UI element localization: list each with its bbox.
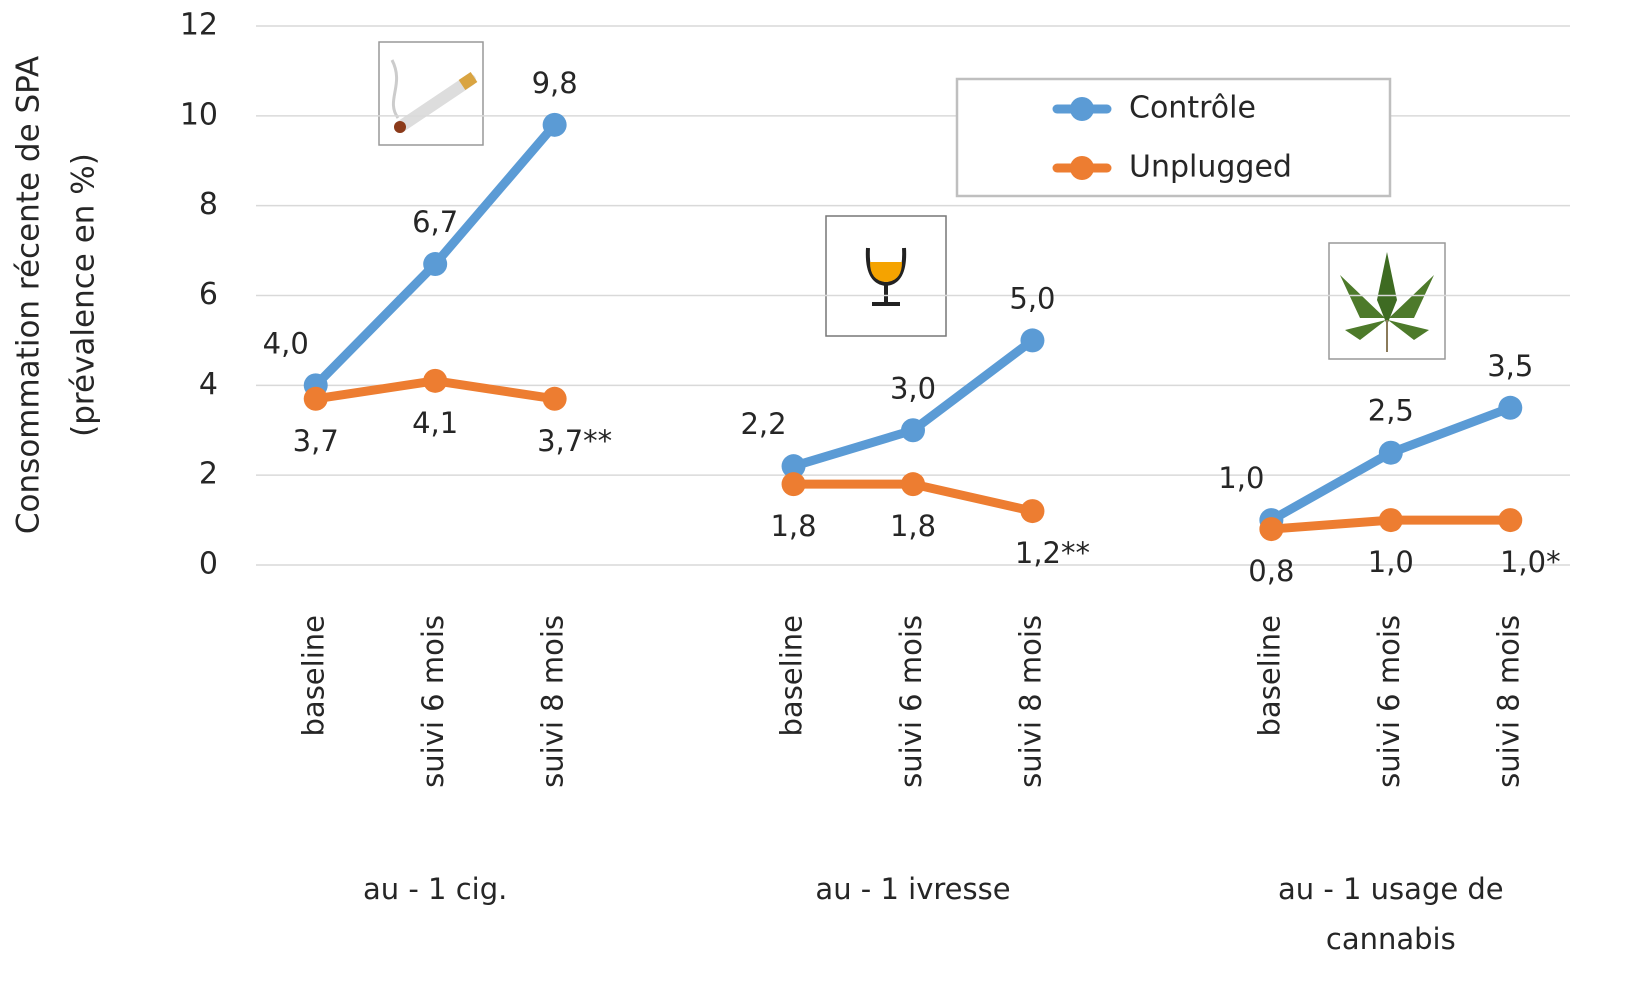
y-tick-label: 10 xyxy=(180,97,218,132)
y-tick-label: 12 xyxy=(180,8,218,43)
x-tick-label: suivi 6 mois xyxy=(894,615,928,788)
point-marker xyxy=(542,112,567,137)
point-marker xyxy=(423,252,448,277)
legend-label: Unplugged xyxy=(1129,150,1292,185)
x-tick-label: baseline xyxy=(1252,615,1286,736)
x-tick-label: suivi 8 mois xyxy=(536,615,570,788)
group-label: au - 1 ivresse xyxy=(815,872,1011,906)
data-label: 3,7 xyxy=(293,424,339,458)
point-marker xyxy=(542,386,567,411)
point-marker xyxy=(901,418,925,443)
data-label: 1,2** xyxy=(1015,536,1090,570)
point-marker xyxy=(423,368,448,393)
point-marker xyxy=(303,386,328,411)
point-marker xyxy=(781,454,806,479)
x-tick-label: suivi 8 mois xyxy=(1013,615,1047,788)
data-label: 4,1 xyxy=(412,406,458,440)
data-label: 3,5 xyxy=(1487,349,1533,383)
cigarette-icon xyxy=(378,41,484,146)
point-marker xyxy=(1498,395,1523,420)
cannabis-icon xyxy=(1328,242,1446,360)
point-marker xyxy=(1259,517,1284,542)
glass-icon xyxy=(825,215,947,337)
y-tick-label: 8 xyxy=(199,187,218,222)
point-marker xyxy=(1378,508,1403,533)
data-label: 6,7 xyxy=(412,205,458,239)
y-tick-label: 6 xyxy=(199,277,218,312)
legend-label: Contrôle xyxy=(1129,91,1256,126)
data-label: 1,8 xyxy=(890,509,936,543)
point-marker xyxy=(781,472,806,497)
legend-marker xyxy=(1070,97,1094,121)
data-label: 9,8 xyxy=(532,66,578,100)
y-tick-label: 0 xyxy=(199,547,218,582)
y-axis-title: Consommation récente de SPA xyxy=(11,56,47,534)
data-label: 2,5 xyxy=(1368,394,1414,428)
y-tick-label: 2 xyxy=(199,457,218,492)
data-label: 5,0 xyxy=(1009,281,1055,315)
point-marker xyxy=(901,472,925,497)
point-marker xyxy=(1498,508,1523,533)
x-tick-label: suivi 8 mois xyxy=(1491,615,1525,788)
data-label: 4,0 xyxy=(263,326,309,360)
y-tick-label: 4 xyxy=(199,367,218,402)
point-marker xyxy=(1378,440,1403,465)
data-label: 2,2 xyxy=(740,407,786,441)
data-label: 0,8 xyxy=(1248,554,1294,588)
x-tick-label: suivi 6 mois xyxy=(416,615,450,788)
x-tick-label: baseline xyxy=(297,615,331,736)
x-tick-label: baseline xyxy=(775,615,809,736)
data-label: 1,0* xyxy=(1500,545,1561,579)
point-marker xyxy=(1020,328,1045,353)
legend-marker xyxy=(1070,156,1094,180)
y-axis-title: (prévalence en %) xyxy=(66,153,102,437)
data-label: 3,0 xyxy=(890,371,936,405)
group-label: au - 1 cig. xyxy=(362,872,508,906)
group-label: au - 1 usage de cannabis xyxy=(1277,872,1504,956)
x-tick-label: suivi 6 mois xyxy=(1372,615,1406,788)
data-label: 1,0 xyxy=(1368,545,1414,579)
data-label: 3,7** xyxy=(537,424,612,458)
legend-box xyxy=(955,77,1392,198)
data-label: 1,8 xyxy=(770,509,816,543)
point-marker xyxy=(1020,499,1045,524)
data-label: 1,0 xyxy=(1218,461,1264,495)
